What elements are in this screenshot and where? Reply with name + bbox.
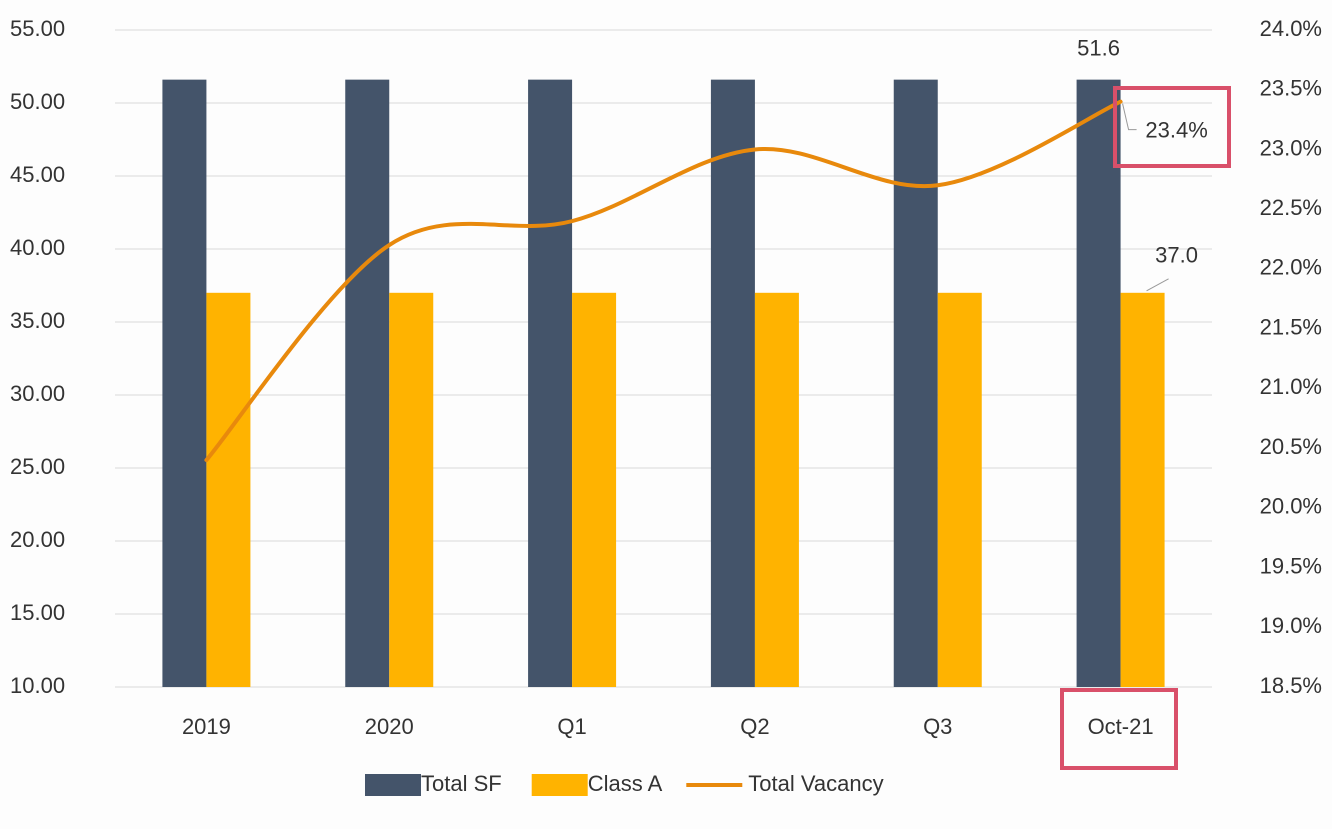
x-tick-label: Oct-21 xyxy=(1088,714,1154,739)
y2-tick-label: 19.0% xyxy=(1260,613,1322,638)
y2-tick-label: 20.5% xyxy=(1260,434,1322,459)
x-tick-label: Q2 xyxy=(740,714,769,739)
x-tick-label: 2020 xyxy=(365,714,414,739)
y2-tick-label: 24.0% xyxy=(1260,16,1322,41)
legend-label: Total Vacancy xyxy=(748,771,883,796)
y-tick-label: 50.00 xyxy=(10,89,65,114)
y2-tick-label: 23.0% xyxy=(1260,135,1322,160)
y-tick-label: 55.00 xyxy=(10,16,65,41)
bar xyxy=(528,80,572,687)
bar xyxy=(894,80,938,687)
legend-swatch xyxy=(532,774,588,796)
y2-tick-label: 19.5% xyxy=(1260,553,1322,578)
legend-label: Class A xyxy=(588,771,663,796)
bar xyxy=(389,293,433,687)
y-tick-label: 25.00 xyxy=(10,454,65,479)
y2-tick-label: 21.0% xyxy=(1260,374,1322,399)
y-tick-label: 45.00 xyxy=(10,162,65,187)
chart: 10.00 15.00 20.00 25.00 30.00 35.00 40.00 45.00… xyxy=(0,0,1332,829)
page: 10.00 15.00 20.00 25.00 30.00 35.00 40.00 45.00… xyxy=(0,0,1332,829)
legend-swatch xyxy=(365,774,421,796)
bar xyxy=(1077,80,1121,687)
data-label: 37.0 xyxy=(1155,243,1198,268)
bar xyxy=(938,293,982,687)
y2-tick-label: 18.5% xyxy=(1260,673,1322,698)
bar xyxy=(711,80,755,687)
y-tick-label: 10.00 xyxy=(10,673,65,698)
y2-tick-label: 23.5% xyxy=(1260,76,1322,101)
bar xyxy=(206,293,250,687)
x-tick-label: 2019 xyxy=(182,714,231,739)
y-tick-label: 30.00 xyxy=(10,381,65,406)
y-tick-label: 40.00 xyxy=(10,235,65,260)
data-label: 51.6 xyxy=(1077,35,1120,60)
y-tick-label: 15.00 xyxy=(10,600,65,625)
y2-tick-label: 21.5% xyxy=(1260,314,1322,339)
bar xyxy=(572,293,616,687)
legend-label: Total SF xyxy=(421,771,502,796)
bar xyxy=(1121,293,1165,687)
bar xyxy=(755,293,799,687)
x-tick-label: Q1 xyxy=(557,714,586,739)
y-tick-label: 35.00 xyxy=(10,308,65,333)
x-tick-label: Q3 xyxy=(923,714,952,739)
y2-tick-label: 22.5% xyxy=(1260,195,1322,220)
y2-tick-label: 22.0% xyxy=(1260,255,1322,280)
bar xyxy=(162,80,206,687)
bar xyxy=(345,80,389,687)
y-tick-label: 20.00 xyxy=(10,527,65,552)
y2-tick-label: 20.0% xyxy=(1260,494,1322,519)
data-label: 23.4% xyxy=(1145,117,1207,142)
